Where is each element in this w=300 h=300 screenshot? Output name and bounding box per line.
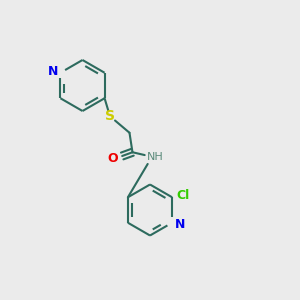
Text: O: O	[108, 152, 118, 165]
Text: N: N	[174, 218, 185, 231]
Text: S: S	[105, 109, 115, 123]
Text: NH: NH	[147, 152, 164, 162]
Text: Cl: Cl	[177, 189, 190, 202]
Text: N: N	[48, 65, 58, 78]
